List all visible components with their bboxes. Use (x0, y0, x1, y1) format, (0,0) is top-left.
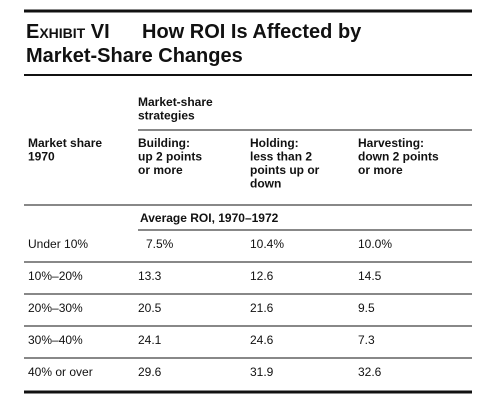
column-header: Building: (138, 136, 190, 150)
group-header: Market-share (138, 95, 213, 109)
row-label: 30%–40% (28, 333, 83, 347)
cell: 9.5 (358, 301, 375, 315)
cell: 14.5 (358, 269, 382, 283)
group-header: strategies (138, 109, 195, 123)
column-header: down 2 points (358, 150, 439, 164)
cell: 29.6 (138, 365, 162, 379)
column-header: or more (358, 163, 403, 177)
title-line: How ROI Is Affected by (142, 21, 362, 43)
cell: 31.9 (250, 365, 274, 379)
cell: 7.3 (358, 333, 375, 347)
exhibit-label: Exhibit VI (26, 21, 110, 43)
row-header-title: Market share (28, 136, 102, 150)
cell: 10.4% (250, 237, 284, 251)
row-label: 20%–30% (28, 301, 83, 315)
column-header: points up or (250, 163, 320, 177)
cell: 24.6 (250, 333, 274, 347)
title-line: Market-Share Changes (26, 45, 243, 67)
column-header: Holding: (250, 136, 299, 150)
column-header: up 2 points (138, 150, 202, 164)
row-label: 10%–20% (28, 269, 83, 283)
cell: 10.0% (358, 237, 392, 251)
cell: 7.5% (146, 237, 174, 251)
subheader: Average ROI, 1970–1972 (140, 211, 279, 225)
column-header: less than 2 (250, 150, 312, 164)
row-label: 40% or over (28, 365, 93, 379)
column-header: Harvesting: (358, 136, 424, 150)
row-header-title: 1970 (28, 150, 55, 164)
column-header: or more (138, 163, 183, 177)
cell: 13.3 (138, 269, 162, 283)
cell: 32.6 (358, 365, 382, 379)
cell: 20.5 (138, 301, 162, 315)
cell: 24.1 (138, 333, 162, 347)
cell: 21.6 (250, 301, 274, 315)
row-label: Under 10% (28, 237, 88, 251)
cell: 12.6 (250, 269, 274, 283)
column-header: down (250, 177, 281, 191)
